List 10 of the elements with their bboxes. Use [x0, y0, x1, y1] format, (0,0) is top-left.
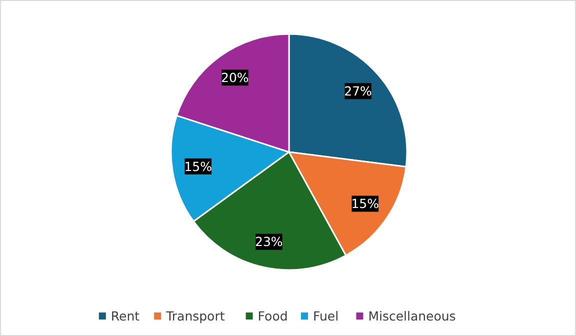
data-label: 23%	[255, 234, 283, 250]
legend-label: Rent	[110, 308, 140, 324]
data-label: 15%	[351, 196, 380, 212]
legend-label: Fuel	[313, 308, 339, 324]
data-label: 15%	[184, 158, 212, 174]
legend-label: Transport	[165, 308, 225, 324]
data-label: 27%	[344, 84, 372, 99]
data-label: 20%	[221, 70, 249, 85]
legend-label: Food	[258, 308, 288, 324]
legend-label: Miscellaneous	[368, 308, 456, 324]
